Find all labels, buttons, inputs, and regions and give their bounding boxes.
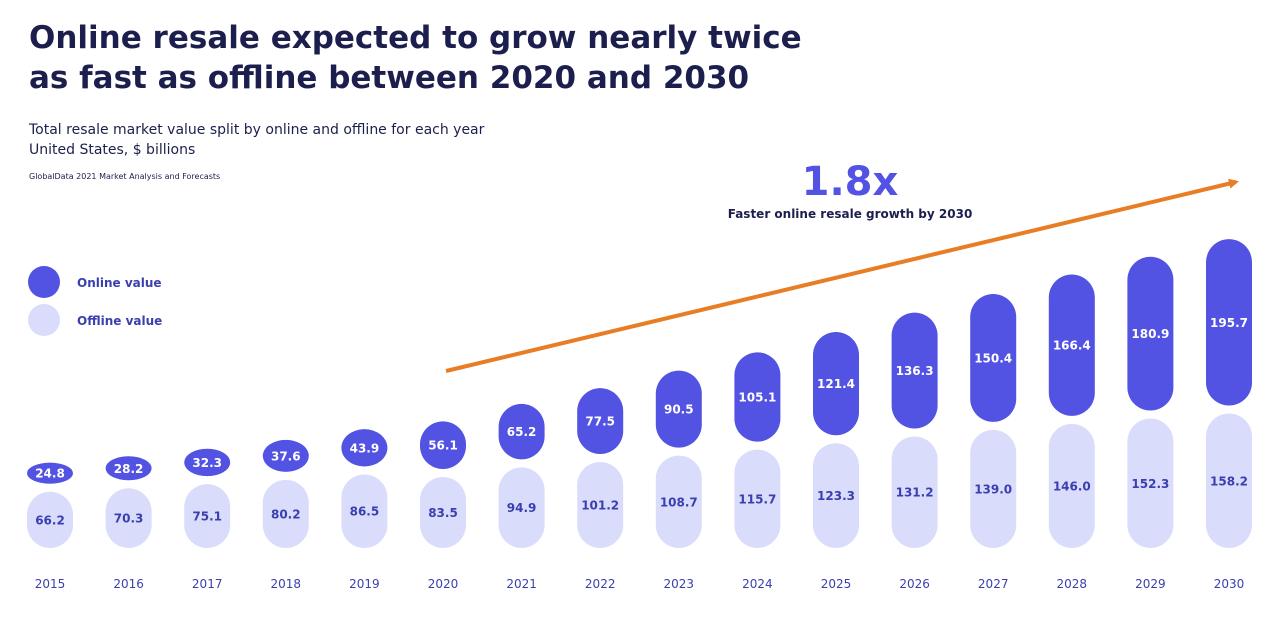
label-online-2020: 56.1 [428, 439, 458, 453]
bar-online-2018 [262, 439, 309, 472]
bar-offline-2022 [577, 461, 624, 548]
bar-offline-2018 [262, 479, 309, 548]
label-online-2015: 24.8 [35, 467, 65, 481]
chart-source: GlobalData 2021 Market Analysis and Fore… [29, 172, 221, 181]
label-offline-2017: 75.1 [192, 510, 222, 524]
x-tick-2016: 2016 [113, 577, 144, 591]
x-tick-2025: 2025 [821, 577, 852, 591]
bars-group: 66.2 24.8 70.3 28.2 75.1 32.3 80.2 37.6 86.5 43.9… [27, 239, 1252, 548]
label-offline-2028: 146.0 [1053, 479, 1091, 493]
label-online-2017: 32.3 [192, 456, 222, 470]
legend-label-online: Online value [77, 276, 162, 290]
bar-online-2022 [577, 388, 624, 454]
label-online-2025: 121.4 [817, 377, 855, 391]
bar-offline-2025 [813, 443, 859, 548]
x-tick-2026: 2026 [899, 577, 930, 591]
bar-offline-2026 [891, 436, 938, 548]
label-offline-2023: 108.7 [660, 495, 698, 509]
x-tick-2022: 2022 [585, 577, 616, 591]
growth-multiplier: 1.8x [802, 159, 899, 205]
bar-offline-2024 [734, 449, 781, 548]
label-offline-2026: 131.2 [896, 486, 934, 500]
title-line-1: Online resale expected to grow nearly tw… [29, 20, 802, 56]
x-tick-2027: 2027 [978, 577, 1009, 591]
x-tick-2024: 2024 [742, 577, 773, 591]
label-online-2019: 43.9 [350, 441, 380, 455]
bar-online-2024 [734, 352, 781, 442]
label-offline-2024: 115.7 [738, 492, 776, 506]
bar-online-2017 [184, 448, 231, 477]
bar-offline-2027 [970, 429, 1017, 548]
label-online-2030: 195.7 [1210, 316, 1248, 330]
label-online-2016: 28.2 [114, 462, 144, 476]
bar-online-2019 [341, 429, 388, 467]
label-offline-2022: 101.2 [581, 498, 619, 512]
bar-online-2029 [1127, 256, 1174, 411]
x-tick-2028: 2028 [1057, 577, 1088, 591]
bar-offline-2021 [498, 467, 545, 548]
bar-online-2020 [420, 421, 466, 470]
label-offline-2021: 94.9 [507, 501, 537, 515]
bar-offline-2016 [105, 488, 152, 548]
growth-arrow [445, 178, 1239, 373]
bar-offline-2020 [420, 477, 466, 548]
bar-online-2026 [891, 312, 938, 429]
x-tick-2030: 2030 [1214, 577, 1245, 591]
x-tick-2015: 2015 [35, 577, 66, 591]
growth-annotation: 1.8x Faster online resale growth by 2030 [445, 159, 1239, 373]
bar-offline-2023 [655, 455, 702, 548]
bar-offline-2017 [184, 484, 231, 548]
legend-swatch-offline [28, 304, 60, 336]
bar-online-2016 [105, 456, 152, 481]
x-tick-2018: 2018 [271, 577, 302, 591]
chart-unit: United States, $ billions [29, 142, 196, 158]
label-offline-2020: 83.5 [428, 506, 458, 520]
chart-subtitle: Total resale market value split by onlin… [29, 122, 485, 138]
legend-swatch-online [28, 266, 60, 298]
bar-online-2023 [655, 370, 702, 448]
x-tick-2019: 2019 [349, 577, 380, 591]
bar-offline-2019 [341, 474, 388, 548]
label-offline-2018: 80.2 [271, 507, 301, 521]
x-tick-2017: 2017 [192, 577, 223, 591]
bar-online-2028 [1048, 274, 1095, 416]
label-online-2024: 105.1 [738, 390, 776, 404]
legend-label-offline: Offline value [77, 314, 162, 328]
label-offline-2015: 66.2 [35, 513, 65, 527]
label-online-2018: 37.6 [271, 449, 301, 463]
label-online-2023: 90.5 [664, 403, 694, 417]
label-online-2021: 65.2 [507, 425, 537, 439]
bar-offline-2029 [1127, 418, 1174, 548]
label-online-2026: 136.3 [896, 364, 934, 378]
x-axis: 2015 2016 2017 2018 2019 2020 2021 2022 2023 2024… [35, 577, 1245, 591]
label-online-2029: 180.9 [1131, 327, 1169, 341]
title-line-2: as fast as offline between 2020 and 2030 [29, 60, 750, 96]
bar-online-2030 [1206, 239, 1252, 406]
bar-offline-2028 [1048, 423, 1095, 548]
bar-offline-2030 [1206, 413, 1252, 548]
bar-online-2025 [813, 332, 859, 436]
bar-online-2027 [970, 294, 1017, 422]
x-tick-2020: 2020 [428, 577, 459, 591]
label-offline-2029: 152.3 [1131, 477, 1169, 491]
label-online-2028: 166.4 [1053, 339, 1091, 353]
label-online-2022: 77.5 [585, 415, 615, 429]
x-tick-2021: 2021 [506, 577, 537, 591]
legend: Online value Offline value [28, 266, 162, 336]
label-offline-2025: 123.3 [817, 489, 855, 503]
label-offline-2027: 139.0 [974, 482, 1012, 496]
label-offline-2016: 70.3 [114, 512, 144, 526]
label-online-2027: 150.4 [974, 351, 1012, 365]
x-tick-2023: 2023 [664, 577, 695, 591]
bar-offline-2015 [27, 491, 73, 548]
label-offline-2019: 86.5 [350, 505, 380, 519]
chart-title: Online resale expected to grow nearly tw… [29, 18, 802, 98]
label-offline-2030: 158.2 [1210, 474, 1248, 488]
x-tick-2029: 2029 [1135, 577, 1166, 591]
growth-caption: Faster online resale growth by 2030 [728, 207, 973, 221]
bar-online-2021 [498, 403, 545, 460]
bar-online-2015 [27, 462, 73, 484]
